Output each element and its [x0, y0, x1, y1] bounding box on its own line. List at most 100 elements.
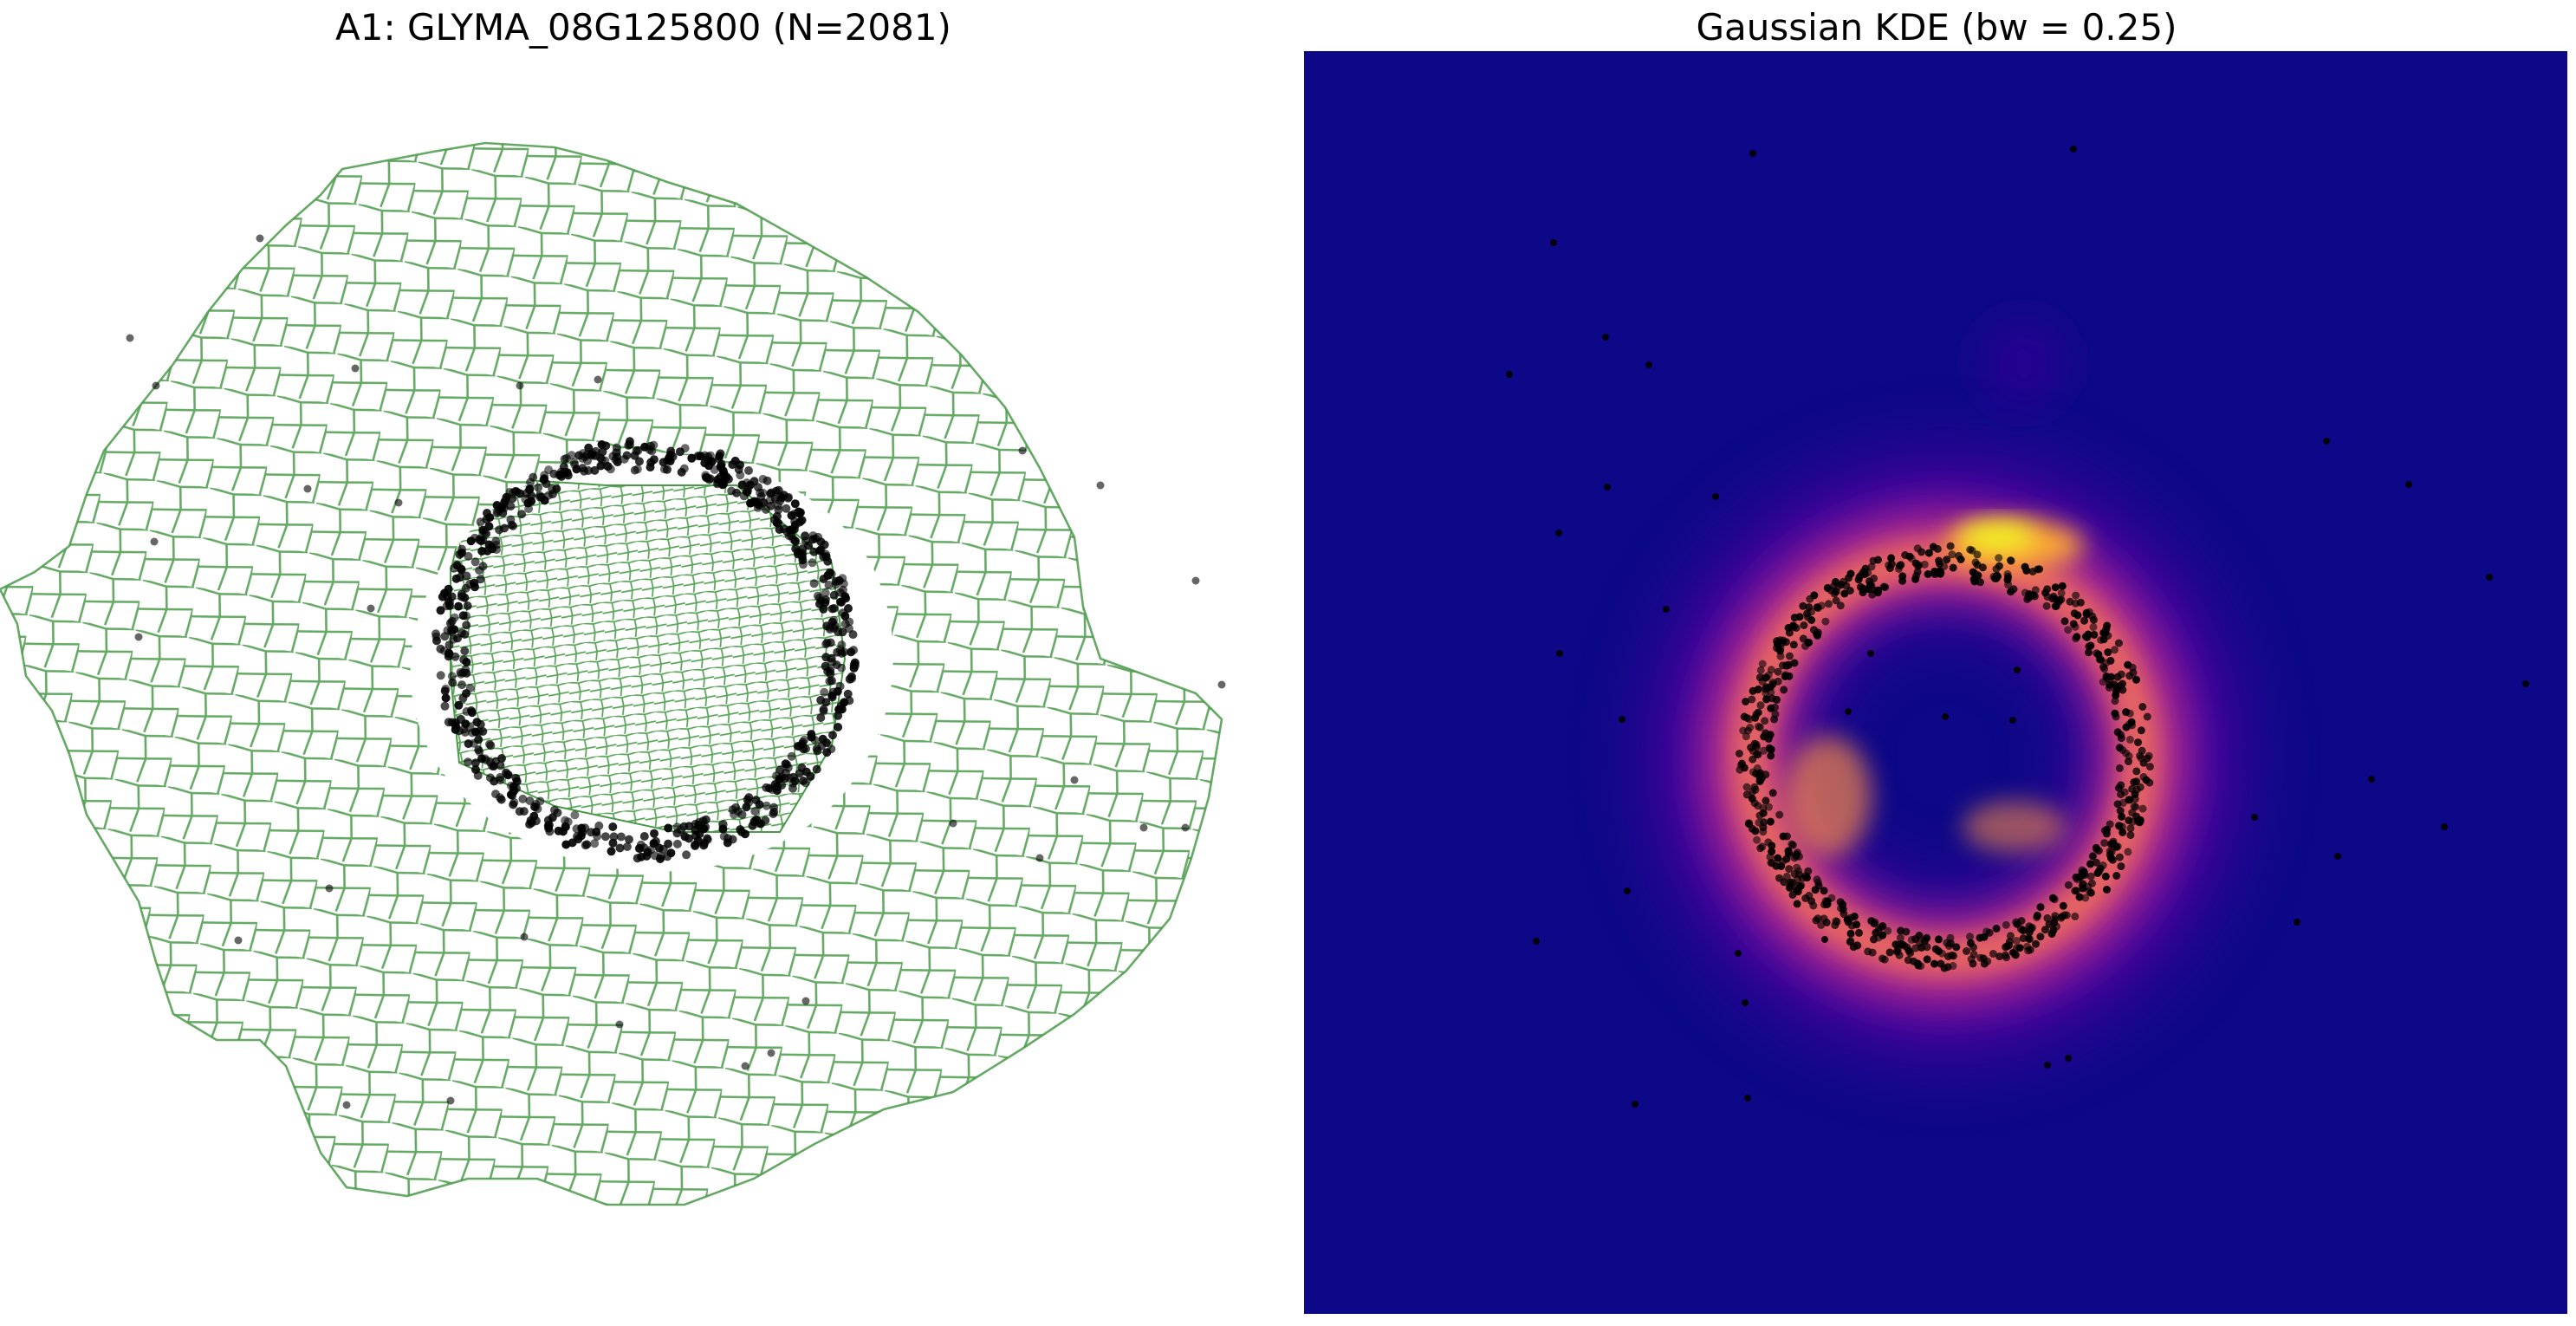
kde-transcript-point	[1944, 952, 1952, 961]
transcript-point	[447, 616, 457, 626]
kde-transcript-point	[1976, 953, 1985, 962]
transcript-point	[445, 597, 455, 607]
kde-transcript-point	[1923, 955, 1931, 964]
kde-transcript-point	[2043, 593, 2052, 601]
transcript-point	[787, 751, 796, 761]
transcript-point	[838, 574, 847, 583]
transcript-point	[491, 536, 501, 546]
transcript-point	[447, 672, 457, 681]
kde-transcript-point	[1833, 918, 1841, 926]
transcript-point	[594, 375, 602, 384]
transcript-point	[782, 504, 791, 513]
kde-transcript-point	[1969, 943, 1977, 952]
transcript-point	[821, 698, 831, 707]
kde-transcript-point	[1989, 950, 1997, 958]
kde-transcript-point	[1870, 920, 1878, 927]
kde-transcript-point	[2088, 852, 2097, 861]
transcript-point	[753, 503, 762, 512]
transcript-point	[818, 734, 827, 744]
transcript-point	[826, 666, 835, 675]
kde-transcript-point	[2093, 649, 2101, 658]
kde-transcript-point	[1784, 847, 1793, 855]
kde-transcript-point	[2099, 628, 2108, 637]
kde-transcript-point	[2092, 858, 2100, 867]
kde-transcript-point	[1766, 853, 1775, 861]
kde-transcript-point	[1744, 819, 1753, 828]
kde-transcript-point	[2062, 911, 2071, 920]
kde-transcript-point	[2064, 881, 2073, 889]
transcript-point	[664, 839, 673, 848]
kde-transcript-point	[2111, 709, 2119, 718]
kde-heatmap-plot	[1304, 51, 2567, 1314]
transcript-point	[1035, 854, 1044, 862]
transcript-point	[822, 748, 832, 757]
kde-transcript-point	[1905, 552, 1914, 561]
transcript-point	[520, 933, 529, 941]
transcript-point	[608, 838, 618, 848]
kde-transcript-point	[2132, 785, 2141, 794]
kde-transcript-point	[1792, 624, 1801, 632]
transcript-point	[744, 466, 753, 475]
transcript-point	[812, 764, 821, 774]
kde-transcript-point	[1966, 933, 1975, 941]
transcript-point	[816, 537, 826, 547]
kde-transcript-point	[1807, 897, 1816, 906]
kde-transcript-point	[2009, 585, 2018, 594]
kde-transcript-point	[1853, 941, 1861, 950]
kde-transcript-point	[1602, 334, 1609, 341]
transcript-point	[613, 452, 622, 462]
transcript-point	[477, 536, 486, 546]
transcript-point	[436, 606, 445, 615]
transcript-point	[441, 684, 451, 693]
transcript-point	[837, 648, 847, 658]
kde-transcript-point	[1767, 859, 1775, 867]
kde-transcript-point	[1797, 881, 1806, 890]
transcript-point	[507, 520, 516, 530]
kde-transcript-point	[1820, 914, 1828, 923]
kde-transcript-point	[1817, 920, 1826, 929]
transcript-point	[703, 834, 712, 843]
transcript-point	[837, 663, 847, 673]
kde-transcript-point	[1985, 928, 1994, 937]
kde-transcript-point	[2136, 816, 2145, 824]
kde-transcript-point	[2002, 943, 2010, 952]
transcript-point	[470, 758, 480, 768]
kde-transcript-point	[2006, 556, 2015, 564]
kde-transcript-point	[2093, 869, 2102, 877]
left-panel-title: A1: GLYMA_08G125800 (N=2081)	[335, 6, 951, 49]
transcript-point	[672, 839, 682, 848]
transcript-point	[781, 759, 790, 769]
kde-transcript-point	[1556, 650, 1563, 657]
transcript-point	[256, 234, 264, 243]
transcript-point	[503, 770, 513, 780]
kde-transcript-point	[2080, 616, 2088, 625]
kde-transcript-point	[1758, 660, 1767, 668]
transcript-point	[477, 547, 487, 556]
transcript-point	[719, 832, 729, 841]
kde-transcript-point	[1969, 568, 1977, 576]
transcript-point	[485, 513, 495, 523]
kde-transcript-point	[2099, 663, 2107, 671]
transcript-point	[636, 840, 646, 849]
kde-transcript-point	[2106, 656, 2115, 665]
kde-transcript-point	[1765, 744, 1774, 752]
kde-transcript-point	[2136, 751, 2145, 760]
transcript-point	[762, 801, 771, 810]
kde-transcript-point	[2095, 655, 2104, 664]
kde-transcript-points	[1506, 146, 2529, 1108]
transcript-point	[632, 446, 641, 456]
transcript-point	[700, 451, 710, 460]
transcript-point	[464, 551, 473, 561]
kde-transcript-point	[1955, 551, 1963, 560]
transcript-point	[454, 601, 464, 611]
kde-transcript-point	[2119, 828, 2127, 836]
transcript-point	[234, 936, 243, 945]
kde-transcript-point	[1870, 935, 1878, 944]
kde-transcript-point	[1773, 644, 1781, 653]
kde-transcript-point	[2035, 565, 2044, 574]
kde-transcript-point	[1832, 596, 1840, 605]
kde-transcript-point	[2070, 146, 2077, 153]
kde-transcript-point	[1969, 950, 1978, 959]
kde-transcript-point	[2089, 615, 2098, 624]
transcript-point	[620, 454, 629, 464]
